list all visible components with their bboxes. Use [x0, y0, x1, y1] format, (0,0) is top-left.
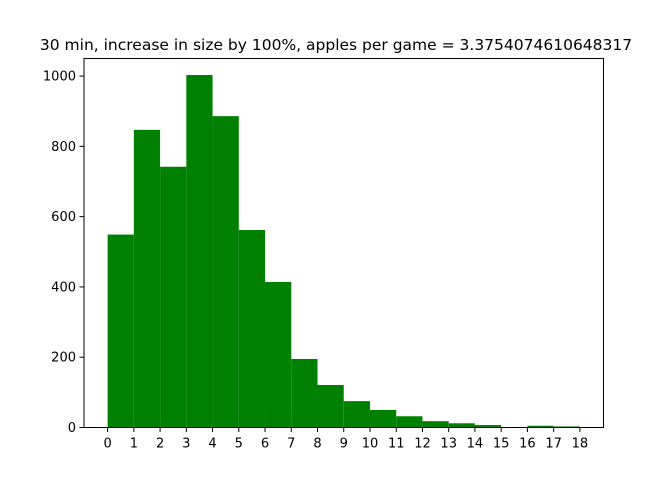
y-tick-label: 800: [51, 140, 76, 155]
x-tick-label: 8: [313, 437, 321, 452]
histogram-bar: [291, 358, 318, 428]
x-tick-label: 16: [519, 437, 536, 452]
y-tick-label: 0: [68, 421, 76, 436]
x-tick-label: 12: [414, 437, 431, 452]
histogram-bar: [474, 425, 502, 428]
x-tick-label: 14: [467, 437, 484, 452]
x-tick-label: 4: [208, 437, 216, 452]
histogram-bar: [107, 234, 134, 428]
histogram-bar: [212, 116, 239, 428]
x-tick-label: 1: [130, 437, 138, 452]
x-tick-label: 18: [572, 437, 589, 452]
y-tick-label: 200: [51, 351, 76, 366]
histogram-bar: [317, 384, 344, 428]
histogram-bar: [133, 129, 161, 428]
x-tick-label: 2: [156, 437, 164, 452]
y-tick-label: 600: [51, 210, 76, 225]
histogram-bar: [422, 421, 449, 428]
x-tick-label: 15: [493, 437, 510, 452]
histogram-bar: [448, 423, 475, 428]
y-axis: 0 200 400 600 800 1000: [43, 70, 84, 436]
histogram-bar: [343, 401, 370, 428]
x-tick-label: 5: [235, 437, 243, 452]
histogram-bar: [186, 75, 213, 428]
histogram-bar: [553, 426, 580, 428]
y-tick-label: 1000: [43, 70, 76, 85]
histogram-bar: [265, 282, 292, 428]
x-tick-label: 13: [440, 437, 457, 452]
x-tick-label: 6: [261, 437, 269, 452]
x-tick-label: 9: [340, 437, 348, 452]
x-tick-label: 17: [545, 437, 562, 452]
histogram-bar: [396, 416, 423, 428]
x-axis: 0 1 2 3 4 5 6 7 8 9 10 11 12 13 14 15 16 17 18: [103, 427, 589, 452]
x-tick-label: 7: [287, 437, 295, 452]
histogram-bar: [160, 166, 187, 428]
y-tick-label: 400: [51, 280, 76, 295]
chart-title: 30 min, increase in size by 100%, apples…: [40, 36, 632, 54]
histogram-bar: [238, 229, 266, 428]
x-tick-label: 10: [362, 437, 379, 452]
x-tick-label: 11: [388, 437, 405, 452]
plot-frame: [83, 58, 604, 428]
bars-group: [107, 75, 580, 428]
histogram-bar: [369, 409, 397, 428]
histogram-bar: [527, 425, 554, 428]
x-tick-label: 0: [103, 437, 111, 452]
x-tick-label: 3: [182, 437, 190, 452]
